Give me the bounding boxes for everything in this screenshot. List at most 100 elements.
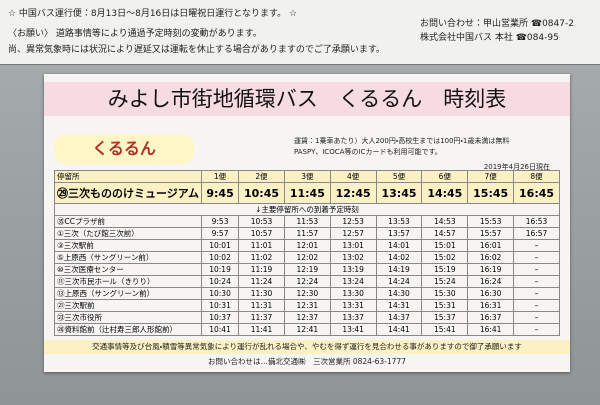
time: 15:19 [421,263,469,276]
stop-row: ⑤上原西（サングリーン前） 10:02 11:02 12:02 13:02 14:02 15… [53,251,560,264]
time: 14:41 [375,323,423,336]
footer-contact: お問い合わせは…備北交通㈱ 三次営業所 0824-63-1777 [207,357,406,366]
time: 15:01 [421,239,469,252]
header-cell: 3便 [283,170,331,183]
time: 10:30 [201,287,240,300]
time: 11:02 [238,251,285,264]
time: 13:45 [375,182,423,204]
time: 14:31 [375,299,423,312]
contact: 株式会社中国バス 本社 ☎084-95 [420,33,559,43]
time: 12:02 [283,251,331,264]
header-cell: 1便 [201,170,240,183]
time: 9:53 [201,215,240,228]
fare: PASPY、ICOCA等のICカードも利用可能です。 [294,148,442,156]
time: 16:19 [467,263,515,276]
time: 13:53 [375,215,423,228]
time: 14:57 [421,227,469,240]
time: 14:19 [375,263,423,276]
stop: ㉑三次駅前 [53,299,203,312]
note-row: ↓主要停留所への到着予定時刻 [54,203,560,216]
stop-row: ⑪三次市民ホール（きりり） 10:24 11:24 12:24 13:24 14:24 15… [53,275,560,288]
time: 16:53 [513,215,560,228]
stop-row: ㉑三次駅前 10:31 11:31 12:31 13:31 14:31 15:31 16:31… [53,299,560,312]
time: – [513,251,560,264]
notice-line: ☆ 中国バス運行便：8月13日～8月16日は日曜祝日運行となります。 ☆ [8,9,298,19]
time: 10:41 [201,323,240,336]
time: 11:41 [238,323,285,336]
stop: ⑬上原西（サングリーン前） [53,287,203,300]
time: – [513,263,560,276]
time: 11:30 [238,287,285,300]
time: 12:45 [329,182,377,204]
time: 12:31 [283,299,331,312]
time: 10:37 [201,311,240,324]
stop: ⑪三次市民ホール（きりり） [53,275,203,288]
time: – [513,311,560,324]
time: 12:24 [283,275,331,288]
time: 12:57 [329,227,377,240]
time: 16:37 [467,311,515,324]
origin-row: ㉙三次もののけミュージアム 9:45 10:45 11:45 12:45 13:45 14:… [53,182,560,204]
stop: ③三次駅前 [53,239,203,252]
time: 14:53 [421,215,469,228]
stop: ①三次（たび館三次前） [53,227,203,240]
stop: ㉙三次もののけミュージアム [53,182,203,204]
time: 16:24 [467,275,515,288]
time: 13:37 [329,311,377,324]
time: 10:24 [201,275,240,288]
time: 16:01 [467,239,515,252]
time: 9:45 [201,182,240,204]
time: – [513,323,560,336]
time: 11:01 [238,239,285,252]
header-cell: 停留所 [53,170,203,183]
time: 13:02 [329,251,377,264]
time: 13:01 [329,239,377,252]
time: 15:30 [421,287,469,300]
time: 10:01 [201,239,240,252]
time: 10:31 [201,299,240,312]
time: 13:19 [329,263,377,276]
notice: ☆ 中国バス運行便：8月13日～8月16日は日曜祝日運行となります。 ☆ 〈お願… [0,0,600,65]
time: 15:45 [467,182,515,204]
time: 11:19 [238,263,285,276]
time: 16:30 [467,287,515,300]
stop: ㉓三次市役所 [53,311,203,324]
stop: ⑩三次医療センター [53,263,203,276]
header-cell: 8便 [513,170,560,183]
logo: くるるん [54,134,194,164]
stop-row: ㉟CCプラザ前 9:53 10:53 11:53 12:53 13:53 14:53 15:5… [53,215,560,228]
time: 11:24 [238,275,285,288]
time: 16:45 [513,182,560,204]
time: 10:19 [201,263,240,276]
time: 13:24 [329,275,377,288]
note: ↓主要停留所への到着予定時刻 [54,203,560,216]
time: – [513,299,560,312]
time: 13:41 [329,323,377,336]
stop: ㉖資料館前（辻村寿三郎人形館前） [53,323,203,336]
header-cell: 7便 [467,170,515,183]
time: 15:57 [467,227,515,240]
header-cell: 5便 [375,170,423,183]
notice-line: 尚、異常気象時には状況により遅延又は運転を休止する場合がありますのでご了承願いま… [8,45,385,55]
time: 12:41 [283,323,331,336]
time: 9:57 [201,227,240,240]
title: みよし市街地循環バス くるるん 時刻表 [44,82,570,116]
timetable: 停留所 1便 2便 3便 4便 5便 6便 7便 8便 ㉙三次もののけミュージアム 9:45 10:4… [53,170,560,336]
footer-note: 交通事情等及び台風・積雪等異常気象により運行が乱れる場合や、やむを得ず運行を見合… [44,340,570,354]
time: 14:02 [375,251,423,264]
time: 14:30 [375,287,423,300]
time: 12:19 [283,263,331,276]
stop-row: ⑩三次医療センター 10:19 11:19 12:19 13:19 14:19 15:19 1… [53,263,560,276]
time: 15:41 [421,323,469,336]
time: 15:02 [421,251,469,264]
time: 11:31 [238,299,285,312]
header-cell: 6便 [421,170,469,183]
time: 10:45 [238,182,285,204]
stop-row: ⑬上原西（サングリーン前） 10:30 11:30 12:30 13:30 14:30 15… [53,287,560,300]
header-row: 停留所 1便 2便 3便 4便 5便 6便 7便 8便 [53,170,560,183]
header-cell: 4便 [329,170,377,183]
stop-row: ㉓三次市役所 10:37 11:37 12:37 13:37 14:37 15:37 16:3… [53,311,560,324]
time: – [513,275,560,288]
time: 13:57 [375,227,423,240]
